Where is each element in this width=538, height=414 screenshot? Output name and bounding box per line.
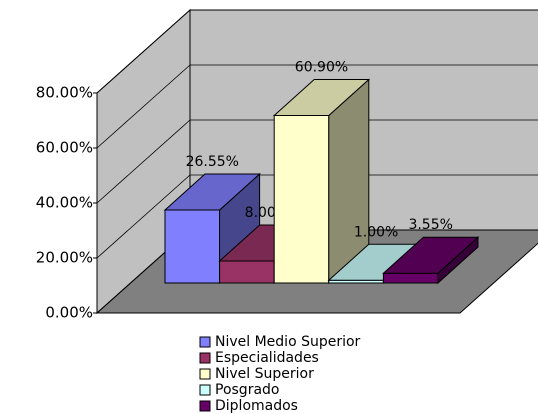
bar-front bbox=[273, 115, 330, 284]
bar bbox=[382, 236, 480, 285]
value-label: 1.00% bbox=[354, 224, 398, 240]
y-tick-label: 60.00% bbox=[36, 139, 93, 157]
value-label: 60.90% bbox=[295, 60, 348, 76]
bar-front bbox=[382, 272, 439, 284]
legend-label: Nivel Superior bbox=[215, 366, 314, 382]
grid-line bbox=[96, 9, 538, 94]
y-tick-label: 20.00% bbox=[36, 249, 93, 267]
bar-top bbox=[163, 173, 261, 211]
bar bbox=[272, 78, 371, 285]
legend-label: Especialidades bbox=[215, 350, 319, 366]
y-tick-label: 40.00% bbox=[36, 194, 93, 212]
legend-swatch bbox=[199, 336, 211, 348]
legend-label: Posgrado bbox=[215, 382, 279, 398]
y-tick-label: 0.00% bbox=[45, 304, 93, 322]
legend-swatch bbox=[199, 384, 211, 396]
legend-swatch bbox=[199, 368, 211, 380]
legend-swatch bbox=[199, 400, 211, 412]
grid-line bbox=[96, 174, 538, 259]
grid-line bbox=[96, 119, 538, 204]
bar-top bbox=[382, 236, 480, 274]
legend-label: Diplomados bbox=[215, 398, 298, 414]
legend-swatch bbox=[199, 352, 211, 364]
bar-top bbox=[272, 79, 371, 117]
bar-front bbox=[164, 209, 221, 284]
grid-line bbox=[96, 64, 538, 149]
value-label: 3.55% bbox=[408, 217, 452, 233]
bar-front bbox=[219, 260, 275, 284]
y-tick-label: 80.00% bbox=[36, 84, 93, 102]
value-label: 26.55% bbox=[186, 154, 239, 170]
legend-label: Nivel Medio Superior bbox=[215, 334, 361, 350]
